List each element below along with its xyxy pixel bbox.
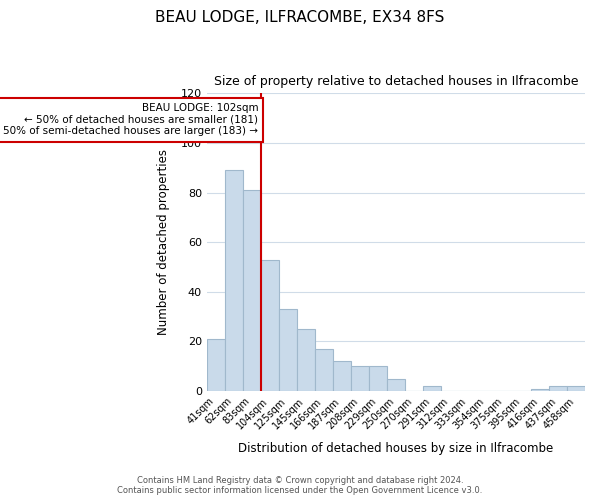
- Bar: [207, 339, 225, 391]
- Bar: [567, 386, 585, 391]
- Bar: [351, 366, 369, 391]
- Bar: [243, 190, 261, 391]
- Bar: [549, 386, 567, 391]
- Bar: [261, 260, 279, 391]
- Bar: [225, 170, 243, 391]
- Text: BEAU LODGE, ILFRACOMBE, EX34 8FS: BEAU LODGE, ILFRACOMBE, EX34 8FS: [155, 10, 445, 25]
- Text: BEAU LODGE: 102sqm
← 50% of detached houses are smaller (181)
50% of semi-detach: BEAU LODGE: 102sqm ← 50% of detached hou…: [3, 104, 258, 136]
- Text: Contains HM Land Registry data © Crown copyright and database right 2024.
Contai: Contains HM Land Registry data © Crown c…: [118, 476, 482, 495]
- Bar: [423, 386, 441, 391]
- Bar: [387, 378, 405, 391]
- Bar: [369, 366, 387, 391]
- Title: Size of property relative to detached houses in Ilfracombe: Size of property relative to detached ho…: [214, 75, 578, 88]
- X-axis label: Distribution of detached houses by size in Ilfracombe: Distribution of detached houses by size …: [238, 442, 554, 455]
- Bar: [333, 362, 351, 391]
- Bar: [297, 329, 315, 391]
- Bar: [315, 349, 333, 391]
- Bar: [531, 388, 549, 391]
- Bar: [279, 309, 297, 391]
- Y-axis label: Number of detached properties: Number of detached properties: [157, 149, 170, 335]
